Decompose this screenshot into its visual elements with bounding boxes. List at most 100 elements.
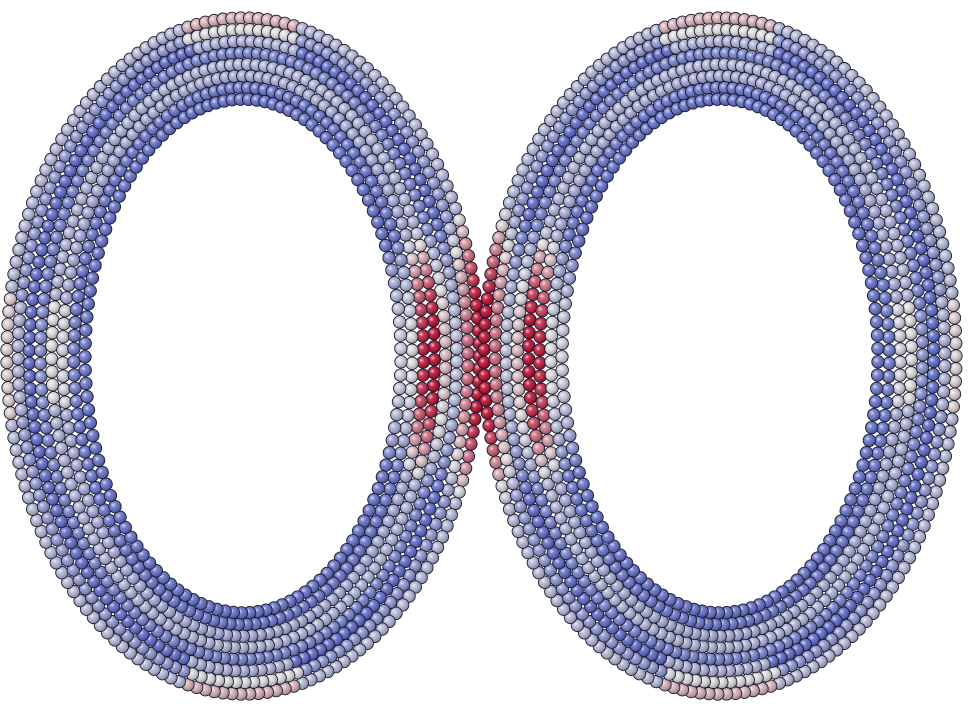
- particle-highlight: [67, 564, 79, 576]
- particle-highlight: [903, 302, 915, 314]
- particle-highlight: [375, 92, 387, 104]
- particle-highlight: [872, 356, 884, 368]
- particle-highlight: [937, 238, 949, 250]
- particle-highlight: [63, 505, 75, 517]
- particle-highlight: [453, 214, 465, 226]
- particle-highlight: [406, 253, 418, 265]
- particle-highlight: [411, 278, 423, 290]
- particle-highlight: [917, 349, 929, 361]
- particle-highlight: [28, 281, 41, 293]
- particle-highlight: [55, 442, 67, 454]
- particle-highlight: [391, 290, 403, 302]
- particle-highlight: [586, 501, 598, 513]
- particle-highlight: [553, 433, 565, 446]
- particle-highlight: [418, 443, 430, 455]
- particle-highlight: [436, 297, 449, 309]
- particle-highlight: [62, 197, 74, 209]
- particle-highlight: [498, 441, 510, 453]
- particle-highlight: [411, 421, 423, 433]
- particle-highlight: [950, 363, 962, 375]
- particle-highlight: [58, 318, 70, 330]
- particle-highlight: [101, 593, 113, 605]
- particle-highlight: [370, 578, 383, 590]
- particle-highlight: [19, 220, 31, 232]
- particle-highlight: [504, 503, 516, 515]
- particle-highlight: [394, 316, 406, 328]
- particle-highlight: [481, 407, 493, 419]
- particle-highlight: [559, 207, 571, 219]
- particle-highlight: [478, 356, 490, 368]
- particle-highlight: [844, 205, 857, 217]
- particle-highlight: [415, 525, 427, 537]
- particle-highlight: [884, 216, 896, 228]
- particle-highlight: [880, 205, 892, 217]
- particle-highlight: [404, 546, 417, 558]
- particle-highlight: [382, 100, 394, 112]
- particle-highlight: [561, 417, 574, 429]
- particle-highlight: [947, 299, 959, 311]
- particle-highlight: [367, 205, 379, 217]
- particle-highlight: [460, 309, 472, 321]
- particle-highlight: [490, 378, 502, 390]
- particle-highlight: [68, 447, 80, 459]
- particle-highlight: [75, 144, 87, 157]
- particle-highlight: [34, 358, 47, 370]
- particle-highlight: [45, 547, 57, 559]
- particle-highlight: [425, 529, 437, 541]
- particle-highlight: [483, 281, 495, 293]
- particle-highlight: [860, 447, 873, 459]
- particle-highlight: [545, 254, 557, 266]
- particle-highlight: [577, 478, 589, 490]
- particle-highlight: [545, 343, 557, 355]
- particle-highlight: [35, 319, 48, 331]
- particle-highlight: [470, 401, 482, 413]
- particle-highlight: [386, 434, 398, 446]
- particle-highlight: [35, 332, 47, 344]
- particle-highlight: [519, 220, 532, 232]
- particle-highlight: [84, 417, 96, 429]
- particle-highlight: [487, 444, 499, 456]
- particle-highlight: [29, 421, 41, 433]
- particle-highlight: [524, 243, 537, 255]
- particle-highlight: [51, 534, 63, 546]
- particle-highlight: [36, 383, 48, 396]
- particle-highlight: [883, 253, 895, 265]
- particle-highlight: [74, 278, 86, 290]
- particle-highlight: [569, 247, 581, 259]
- particle-highlight: [388, 108, 400, 120]
- particle-highlight: [96, 466, 108, 479]
- particle-highlight: [405, 384, 417, 396]
- particle-highlight: [15, 302, 27, 314]
- particle-highlight: [13, 244, 25, 256]
- particle-highlight: [465, 262, 477, 274]
- particle-highlight: [501, 453, 513, 466]
- particle-highlight: [36, 244, 48, 256]
- particle-highlight: [507, 477, 519, 490]
- particle-highlight: [882, 318, 894, 330]
- particle-highlight: [409, 560, 421, 572]
- particle-highlight: [436, 199, 449, 211]
- particle-highlight: [26, 503, 39, 515]
- particle-highlight: [409, 479, 421, 491]
- particle-highlight: [413, 291, 425, 303]
- particle-highlight: [575, 504, 588, 516]
- particle-highlight: [93, 117, 105, 129]
- particle-highlight: [398, 143, 410, 155]
- particle-highlight: [877, 229, 889, 241]
- particle-highlight: [946, 413, 958, 425]
- particle-highlight: [72, 408, 84, 420]
- particle-highlight: [913, 297, 926, 309]
- particle-highlight: [12, 366, 24, 378]
- particle-highlight: [556, 351, 568, 363]
- particle-highlight: [500, 357, 512, 369]
- particle-highlight: [557, 377, 569, 390]
- particle-highlight: [415, 455, 428, 467]
- particle-highlight: [416, 317, 428, 329]
- particle-highlight: [76, 433, 88, 446]
- particle-highlight: [523, 379, 536, 391]
- particle-highlight: [399, 168, 411, 180]
- particle-highlight: [55, 483, 67, 495]
- particle-highlight: [928, 355, 940, 368]
- particle-highlight: [523, 366, 535, 378]
